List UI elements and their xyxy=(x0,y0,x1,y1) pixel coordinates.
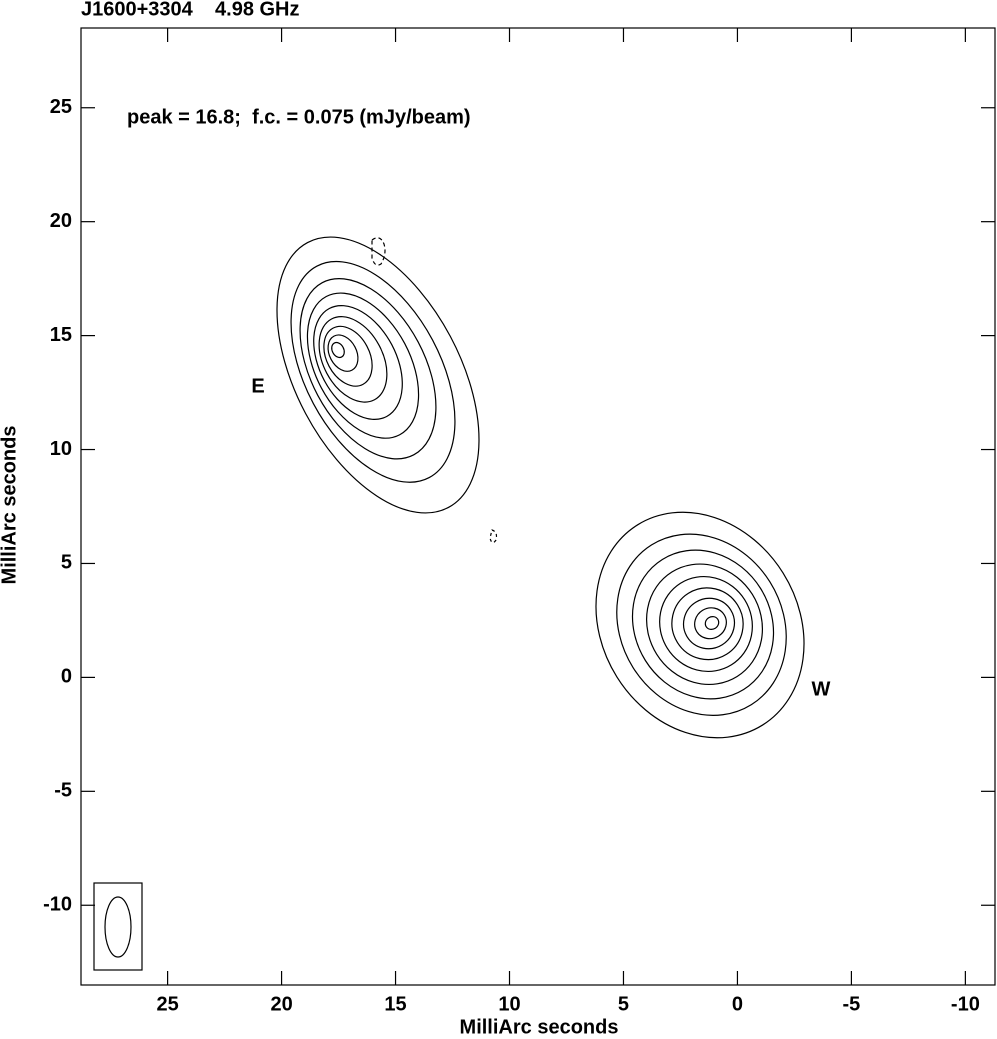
contour xyxy=(276,236,480,514)
annotation: peak = 16.8; f.c. = 0.075 (mJy/beam) xyxy=(127,106,471,128)
plot-frame xyxy=(80,27,996,986)
contour xyxy=(318,316,388,403)
component-label: W xyxy=(812,678,831,700)
chart-title: J1600+3304 4.98 GHz xyxy=(81,0,300,20)
contour xyxy=(616,533,787,716)
y-tick-label: -10 xyxy=(43,894,72,916)
component-label: E xyxy=(251,375,264,397)
y-axis-label: MilliArc seconds xyxy=(0,426,20,585)
contour xyxy=(671,587,744,661)
x-tick-label: 10 xyxy=(498,993,520,1015)
x-tick-label: 5 xyxy=(618,993,629,1015)
contour xyxy=(323,325,373,387)
contour xyxy=(645,563,764,686)
contour xyxy=(331,341,345,359)
contour xyxy=(595,511,805,739)
x-tick-label: -5 xyxy=(843,993,861,1015)
y-tick-label: 25 xyxy=(50,96,72,118)
y-tick-label: 15 xyxy=(50,324,72,346)
contour xyxy=(659,575,753,673)
contour xyxy=(290,260,456,483)
y-tick-label: 20 xyxy=(50,210,72,232)
y-tick-label: 5 xyxy=(61,552,72,574)
contour xyxy=(299,278,437,460)
y-tick-label: -5 xyxy=(54,780,72,802)
y-tick-label: 10 xyxy=(50,438,72,460)
contour xyxy=(631,549,775,700)
contour xyxy=(327,334,359,372)
negative-contour xyxy=(489,529,498,544)
negative-contour xyxy=(371,237,386,266)
contour xyxy=(306,292,420,439)
contour xyxy=(704,616,720,630)
x-tick-label: 0 xyxy=(732,993,743,1015)
x-tick-label: 25 xyxy=(156,993,178,1015)
contour xyxy=(313,305,403,420)
beam xyxy=(104,896,132,958)
x-axis-label: MilliArc seconds xyxy=(460,1016,619,1038)
x-tick-label: -10 xyxy=(951,993,980,1015)
x-tick-label: 15 xyxy=(384,993,406,1015)
y-tick-label: 0 xyxy=(61,666,72,688)
contour xyxy=(694,607,727,640)
contour xyxy=(682,597,736,650)
x-tick-label: 20 xyxy=(270,993,292,1015)
beam-box xyxy=(93,882,143,971)
